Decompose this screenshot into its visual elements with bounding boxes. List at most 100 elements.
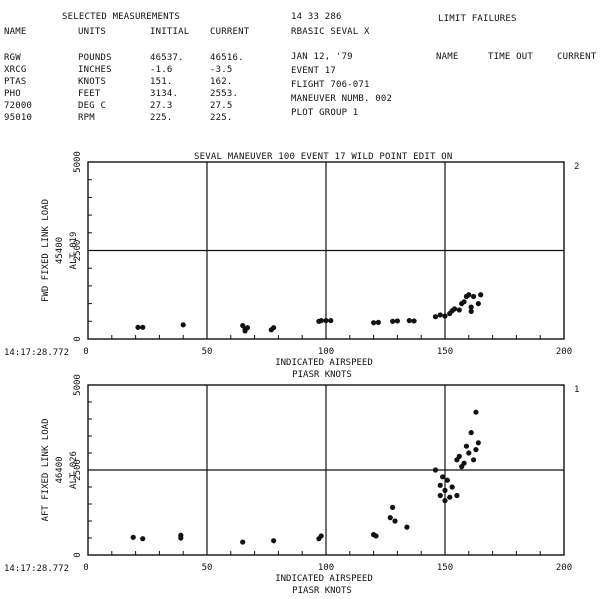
data-point <box>444 477 450 483</box>
data-point <box>432 467 439 473</box>
measurement-name: 95010 <box>4 113 33 123</box>
data-point <box>271 538 277 544</box>
data-point <box>390 504 396 510</box>
timestamp: 14:17:28.772 <box>4 564 69 574</box>
measurement-initial: 225. <box>150 113 173 123</box>
data-point <box>406 317 412 324</box>
measurement-initial: 46537. <box>150 53 184 63</box>
data-point <box>454 492 460 499</box>
measurement-initial: -1.6 <box>150 65 173 75</box>
data-point <box>473 447 479 453</box>
data-point <box>140 536 146 542</box>
data-point <box>318 533 324 539</box>
y-axis-label: FWD FIXED LINK LOAD <box>41 199 51 302</box>
data-point <box>470 293 477 300</box>
measurement-units: FEET <box>78 89 101 99</box>
data-point <box>178 535 184 541</box>
measurement-units: INCHES <box>78 65 112 75</box>
data-point <box>271 325 277 331</box>
data-point <box>244 325 251 331</box>
data-point <box>373 533 379 539</box>
measurement-initial: 3134. <box>150 89 179 99</box>
data-point <box>328 317 334 324</box>
x-axis-sublabel: PIASR KNOTS <box>292 370 352 380</box>
y-axis-label: AFT FIXED LINK LOAD <box>41 419 51 522</box>
measurement-units: KNOTS <box>78 77 107 87</box>
chart-1 <box>87 161 565 340</box>
x-axis-label: INDICATED AIRSPEED <box>275 358 373 368</box>
data-point <box>440 474 446 480</box>
x-tick-label: 50 <box>202 347 213 357</box>
y-tick-label: 5000 <box>73 151 83 173</box>
y-axis-label: 45400 <box>55 237 65 264</box>
measurement-current: -3.5 <box>210 65 233 75</box>
measurement-units: DEG C <box>78 101 107 111</box>
measurement-units: POUNDS <box>78 53 112 63</box>
measurement-current: 225. <box>210 113 233 123</box>
data-point <box>470 457 477 463</box>
data-point <box>390 318 396 324</box>
data-point <box>442 487 448 493</box>
data-point <box>323 317 329 324</box>
x-tick-label: 100 <box>318 563 334 573</box>
x-axis-sublabel: PIASR KNOTS <box>292 586 352 596</box>
measurement-current: 2553. <box>210 89 239 99</box>
data-point <box>447 494 453 500</box>
y-tick-label: 2500 <box>73 459 83 481</box>
data-point <box>392 518 398 524</box>
data-point <box>180 322 186 328</box>
program-name: RBASIC SEVAL X <box>291 27 370 37</box>
data-point <box>466 292 472 298</box>
limit-col-time: TIME OUT <box>488 52 533 62</box>
data-point <box>404 524 410 530</box>
x-tick-label: 100 <box>318 347 334 357</box>
data-point <box>449 484 455 490</box>
col-header-initial: INITIAL <box>150 27 190 37</box>
plot-title: SEVAL MANEUVER 100 EVENT 17 WILD POINT E… <box>194 152 453 162</box>
section-label: SELECTED MEASUREMENTS <box>62 12 180 22</box>
data-point <box>466 450 472 456</box>
data-point <box>456 307 462 313</box>
y-tick-label: 2500 <box>73 240 83 262</box>
data-point <box>240 539 246 545</box>
measurement-current: 162. <box>210 77 233 87</box>
data-point <box>371 320 377 326</box>
data-point <box>442 313 448 319</box>
data-point <box>461 299 467 305</box>
measurement-units: RPM <box>78 113 95 123</box>
data-point <box>463 443 470 449</box>
data-point <box>456 453 462 459</box>
data-point <box>468 430 474 436</box>
x-axis-label: INDICATED AIRSPEED <box>275 574 373 584</box>
col-header-current: CURRENT <box>210 27 250 37</box>
data-point <box>135 324 141 330</box>
y-tick-label: 0 <box>73 552 83 557</box>
y-tick-label: 0 <box>73 336 83 341</box>
data-point <box>473 409 479 415</box>
measurement-initial: 27.3 <box>150 101 173 111</box>
data-point <box>387 515 393 521</box>
limit-col-name: NAME <box>436 52 459 62</box>
x-tick-label: 150 <box>437 347 453 357</box>
data-point <box>130 534 136 540</box>
page-number: 1 <box>574 385 579 395</box>
event-number: EVENT 17 <box>291 66 336 76</box>
limit-col-current: CURRENT <box>557 52 597 62</box>
data-point <box>475 301 481 307</box>
col-header-units: UNITS <box>78 27 107 37</box>
data-point <box>437 312 443 318</box>
measurement-name: XRCG <box>4 65 27 75</box>
measurement-current: 46516. <box>210 53 244 63</box>
flight-number: FLIGHT 706-071 <box>291 80 370 90</box>
measurement-name: RGW <box>4 53 21 63</box>
measurement-initial: 151. <box>150 77 173 87</box>
maneuver-number: MANEUVER NUMB. 002 <box>291 94 393 104</box>
chart-2 <box>87 384 565 556</box>
report-date: JAN 12, '79 <box>291 52 353 62</box>
measurement-name: PTAS <box>4 77 27 87</box>
x-tick-label: 200 <box>556 347 572 357</box>
x-tick-label: 0 <box>83 347 88 357</box>
x-tick-label: 50 <box>202 563 213 573</box>
data-point <box>140 324 146 330</box>
measurement-name: 72000 <box>4 101 33 111</box>
